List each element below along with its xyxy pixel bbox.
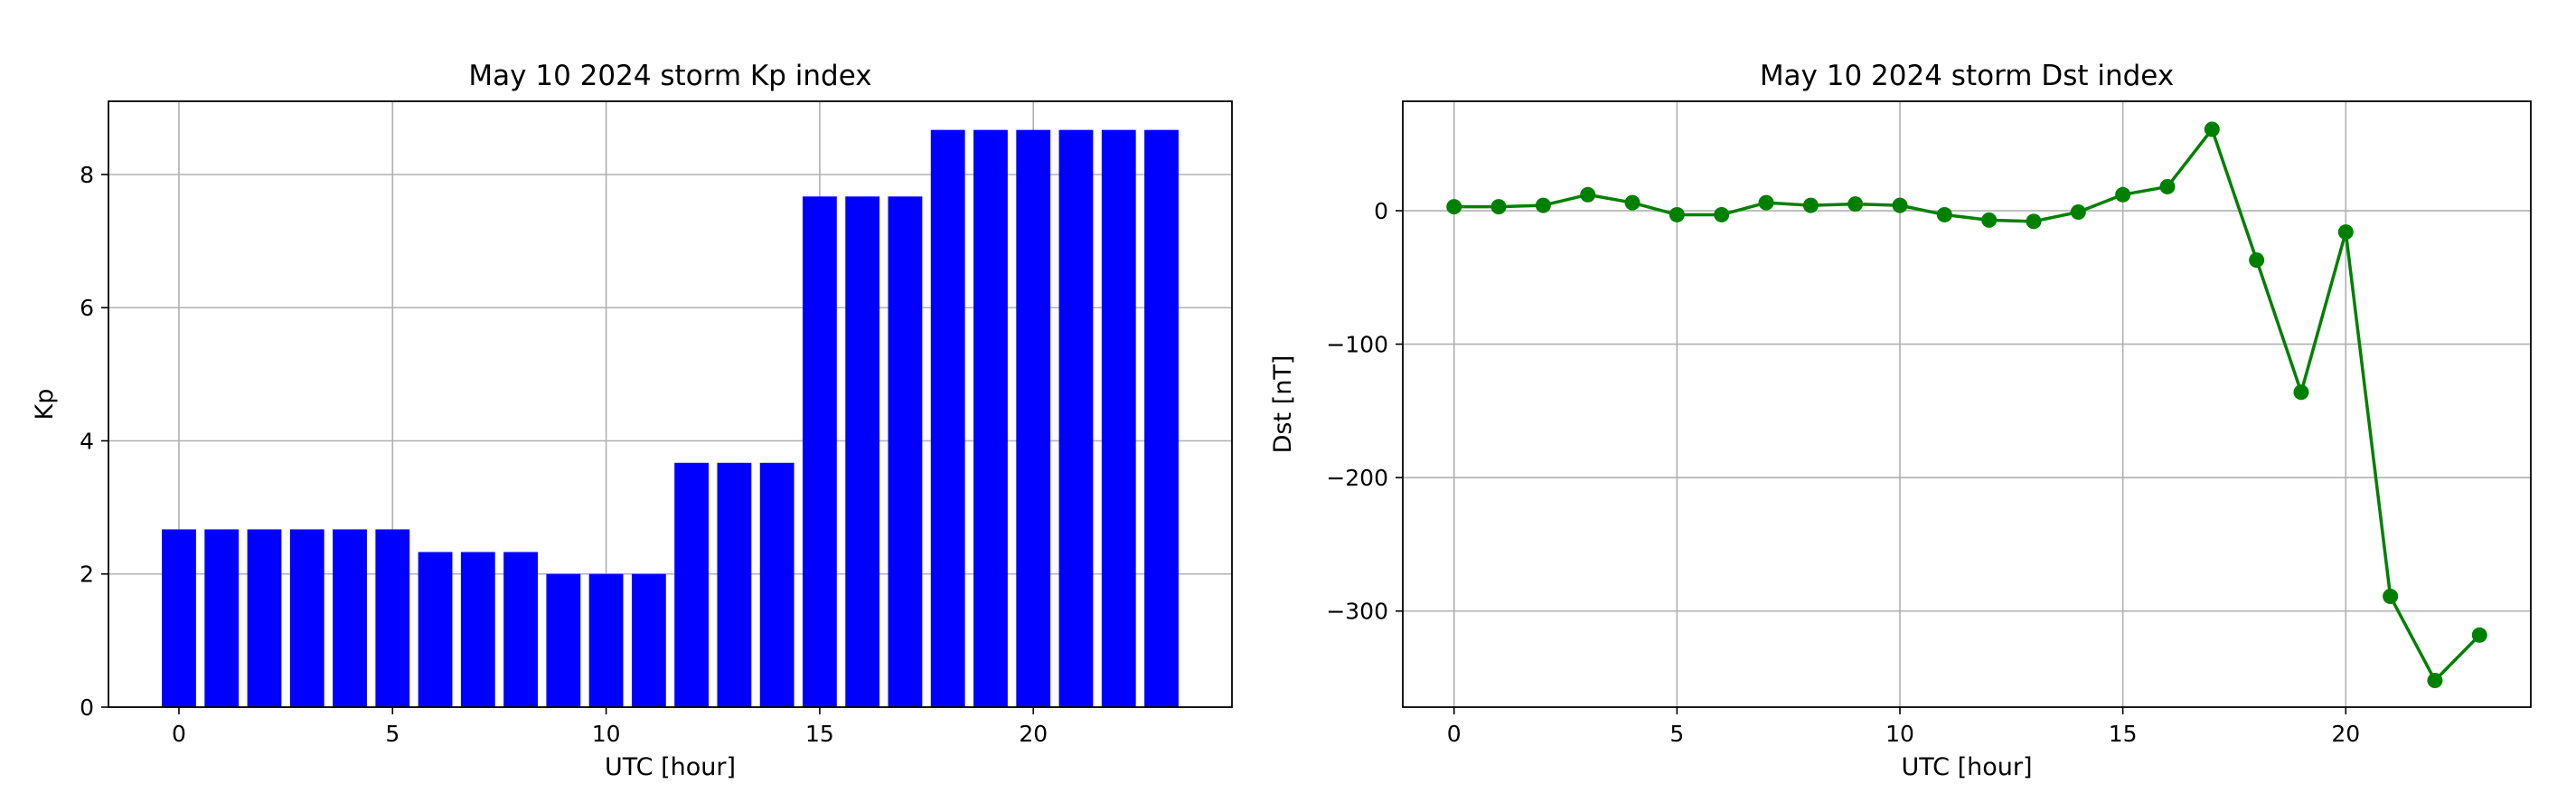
kp-bar [759, 462, 794, 707]
kp-y-tick-label: 8 [80, 162, 94, 188]
kp-y-tick-label: 6 [80, 295, 94, 321]
dst-point [1892, 197, 1908, 213]
kp-x-axis-label: UTC [hour] [605, 753, 736, 781]
dst-chart: May 10 2024 storm Dst index UTC [hour] D… [1269, 60, 2532, 781]
dst-x-axis-label: UTC [hour] [1901, 753, 2032, 781]
dst-point [2159, 178, 2176, 194]
dst-x-tick-label: 5 [1669, 721, 1684, 747]
dst-x-tick-label: 10 [1885, 721, 1914, 747]
kp-bar [717, 462, 752, 707]
dst-point [1669, 206, 1685, 222]
kp-bar [460, 552, 495, 707]
kp-bar [1101, 129, 1136, 707]
kp-bar [289, 529, 324, 707]
dst-x-tick-label: 20 [2331, 721, 2360, 747]
dst-point [1624, 194, 1641, 211]
kp-bar [973, 129, 1008, 707]
dst-point [2026, 213, 2042, 230]
kp-x-tick-label: 20 [1019, 721, 1048, 747]
dst-point [2204, 121, 2220, 137]
dst-point [1981, 212, 1998, 228]
dst-grid [1403, 101, 2531, 707]
kp-x-tick-label: 0 [172, 721, 186, 747]
kp-bar [247, 529, 282, 707]
kp-bar [588, 573, 624, 707]
dst-point [1936, 206, 1952, 222]
dst-y-tick-label: −300 [1326, 599, 1388, 625]
kp-chart-title: May 10 2024 storm Kp index [468, 60, 871, 92]
kp-bar [546, 573, 581, 707]
kp-bar [162, 529, 196, 707]
dst-point [2383, 589, 2399, 605]
kp-x-tick-label: 15 [805, 721, 834, 747]
kp-bar [1016, 129, 1051, 707]
kp-bar [1058, 129, 1094, 707]
kp-x-tick-label: 10 [592, 721, 621, 747]
dst-y-tick-label: −200 [1326, 465, 1388, 491]
dst-point [1446, 199, 1462, 215]
dst-point [1847, 196, 1864, 213]
dst-point [1758, 194, 1774, 211]
kp-x-tick-label: 5 [385, 721, 400, 747]
dst-point [2471, 627, 2487, 643]
kp-y-tick-label: 4 [80, 428, 94, 454]
dst-chart-title: May 10 2024 storm Dst index [1760, 60, 2174, 92]
dst-point [1802, 197, 1819, 213]
kp-bar [418, 552, 453, 707]
kp-bar [930, 129, 965, 707]
dst-point [2293, 384, 2309, 401]
dst-point [2337, 224, 2354, 241]
dst-point [1714, 206, 1730, 222]
dst-x-tick-label: 0 [1447, 721, 1462, 747]
dst-point [2249, 252, 2265, 269]
dst-point [1580, 186, 1596, 203]
dst-y-axis-label: Dst [nT] [1269, 355, 1297, 454]
dst-point [2115, 186, 2131, 203]
dst-point [1535, 197, 1551, 213]
kp-bar [845, 196, 880, 708]
kp-bar [803, 196, 837, 708]
dst-series-line [1453, 128, 2481, 683]
kp-bar [503, 552, 538, 707]
kp-bar [888, 196, 923, 708]
dst-point [1490, 199, 1507, 215]
kp-bar [674, 462, 710, 707]
dst-y-tick-label: 0 [1374, 198, 1388, 224]
kp-bar [1144, 129, 1179, 707]
kp-bar [333, 529, 367, 707]
dst-point [2070, 203, 2086, 220]
kp-bar [204, 529, 240, 707]
kp-y-tick-label: 0 [80, 694, 94, 721]
kp-chart: May 10 2024 storm Kp index UTC [hour] Kp… [31, 60, 1233, 781]
dst-point [2427, 672, 2443, 688]
kp-y-axis-label: Kp [31, 389, 59, 420]
dst-axes-frame [1402, 100, 2532, 708]
kp-bar [631, 573, 666, 707]
kp-bar [375, 529, 410, 707]
dst-x-tick-label: 15 [2109, 721, 2138, 747]
kp-y-tick-label: 2 [80, 562, 94, 588]
dst-y-tick-label: −100 [1326, 332, 1388, 358]
kp-axes-frame [108, 100, 1233, 708]
